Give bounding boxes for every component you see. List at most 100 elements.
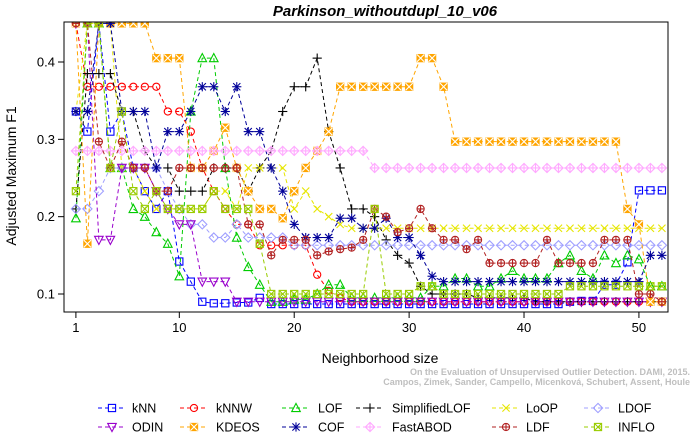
series-line bbox=[75, 22, 663, 303]
data-point bbox=[496, 289, 506, 299]
data-point bbox=[507, 265, 518, 275]
data-point bbox=[462, 299, 471, 309]
data-point bbox=[370, 212, 380, 222]
data-point bbox=[140, 82, 149, 91]
data-point bbox=[129, 186, 138, 196]
data-point bbox=[129, 22, 138, 28]
data-point bbox=[347, 204, 357, 214]
data-point bbox=[541, 162, 553, 174]
data-point bbox=[450, 235, 460, 245]
data-point bbox=[576, 265, 587, 275]
data-point bbox=[634, 282, 644, 291]
data-point bbox=[497, 224, 506, 233]
data-point bbox=[623, 282, 632, 291]
data-point bbox=[255, 163, 264, 172]
data-point bbox=[82, 69, 92, 79]
series-LDOF bbox=[70, 162, 668, 251]
data-point bbox=[128, 203, 139, 214]
data-point bbox=[623, 235, 632, 245]
data-point bbox=[415, 162, 426, 174]
data-point bbox=[336, 82, 345, 91]
data-point bbox=[83, 22, 92, 28]
data-point bbox=[312, 53, 322, 63]
data-point bbox=[198, 163, 207, 173]
data-point bbox=[404, 82, 414, 91]
legend-item: kNNW bbox=[180, 402, 252, 416]
data-point bbox=[449, 162, 461, 174]
data-point bbox=[449, 239, 461, 251]
data-point bbox=[323, 145, 335, 157]
data-point bbox=[587, 297, 599, 308]
data-point bbox=[646, 289, 655, 299]
data-point bbox=[209, 82, 219, 92]
data-point bbox=[622, 297, 633, 308]
data-point bbox=[174, 270, 185, 281]
data-point bbox=[152, 204, 161, 213]
data-point bbox=[254, 145, 266, 157]
data-point bbox=[392, 162, 404, 174]
data-point bbox=[347, 213, 357, 223]
data-point bbox=[106, 82, 115, 91]
data-point bbox=[577, 137, 586, 146]
data-point bbox=[610, 297, 622, 308]
data-point bbox=[335, 163, 345, 173]
data-point bbox=[278, 289, 287, 299]
data-point bbox=[140, 163, 149, 173]
data-point bbox=[175, 107, 184, 116]
data-point bbox=[554, 137, 563, 146]
data-point bbox=[415, 239, 426, 251]
data-point bbox=[197, 277, 208, 288]
data-point bbox=[71, 106, 81, 117]
y-tick-label: 0.3 bbox=[37, 132, 55, 147]
data-point bbox=[300, 293, 311, 304]
series-LoOP bbox=[71, 22, 666, 233]
data-point bbox=[175, 257, 184, 266]
data-point bbox=[520, 224, 529, 233]
data-point bbox=[163, 107, 172, 116]
data-point bbox=[576, 297, 587, 308]
series-line bbox=[75, 22, 662, 283]
data-point bbox=[542, 289, 552, 299]
data-point bbox=[232, 163, 241, 173]
data-point bbox=[657, 186, 667, 195]
data-point bbox=[657, 282, 667, 291]
data-point bbox=[599, 297, 610, 308]
data-point bbox=[243, 297, 254, 308]
legend-item: LDOF bbox=[584, 402, 652, 416]
data-point bbox=[404, 224, 414, 233]
data-point bbox=[83, 239, 92, 248]
series-INFLO bbox=[71, 22, 667, 299]
data-point bbox=[129, 163, 138, 173]
data-point bbox=[196, 145, 208, 157]
data-point bbox=[173, 145, 185, 157]
series-line bbox=[75, 22, 662, 295]
data-point bbox=[588, 137, 598, 146]
data-point bbox=[508, 258, 517, 268]
data-point bbox=[519, 258, 529, 268]
data-point bbox=[71, 186, 81, 196]
data-point bbox=[633, 253, 645, 264]
data-point bbox=[438, 277, 449, 287]
data-point bbox=[289, 82, 299, 92]
data-point bbox=[370, 204, 379, 214]
data-point bbox=[541, 239, 553, 251]
data-point bbox=[370, 82, 379, 91]
data-point bbox=[610, 239, 622, 251]
data-point bbox=[404, 289, 414, 299]
data-point bbox=[117, 107, 127, 116]
legend-label: ODIN bbox=[132, 421, 163, 435]
data-point bbox=[334, 278, 346, 289]
data-point bbox=[347, 82, 356, 91]
data-point bbox=[128, 106, 138, 117]
data-point bbox=[554, 224, 563, 233]
data-point bbox=[543, 224, 551, 233]
data-point bbox=[231, 145, 243, 157]
data-point bbox=[657, 250, 667, 260]
data-point bbox=[116, 145, 128, 157]
data-point bbox=[611, 282, 621, 291]
data-point bbox=[542, 235, 552, 245]
data-point bbox=[324, 212, 333, 221]
data-point bbox=[290, 289, 299, 299]
data-point bbox=[599, 162, 610, 174]
data-point bbox=[70, 203, 82, 215]
